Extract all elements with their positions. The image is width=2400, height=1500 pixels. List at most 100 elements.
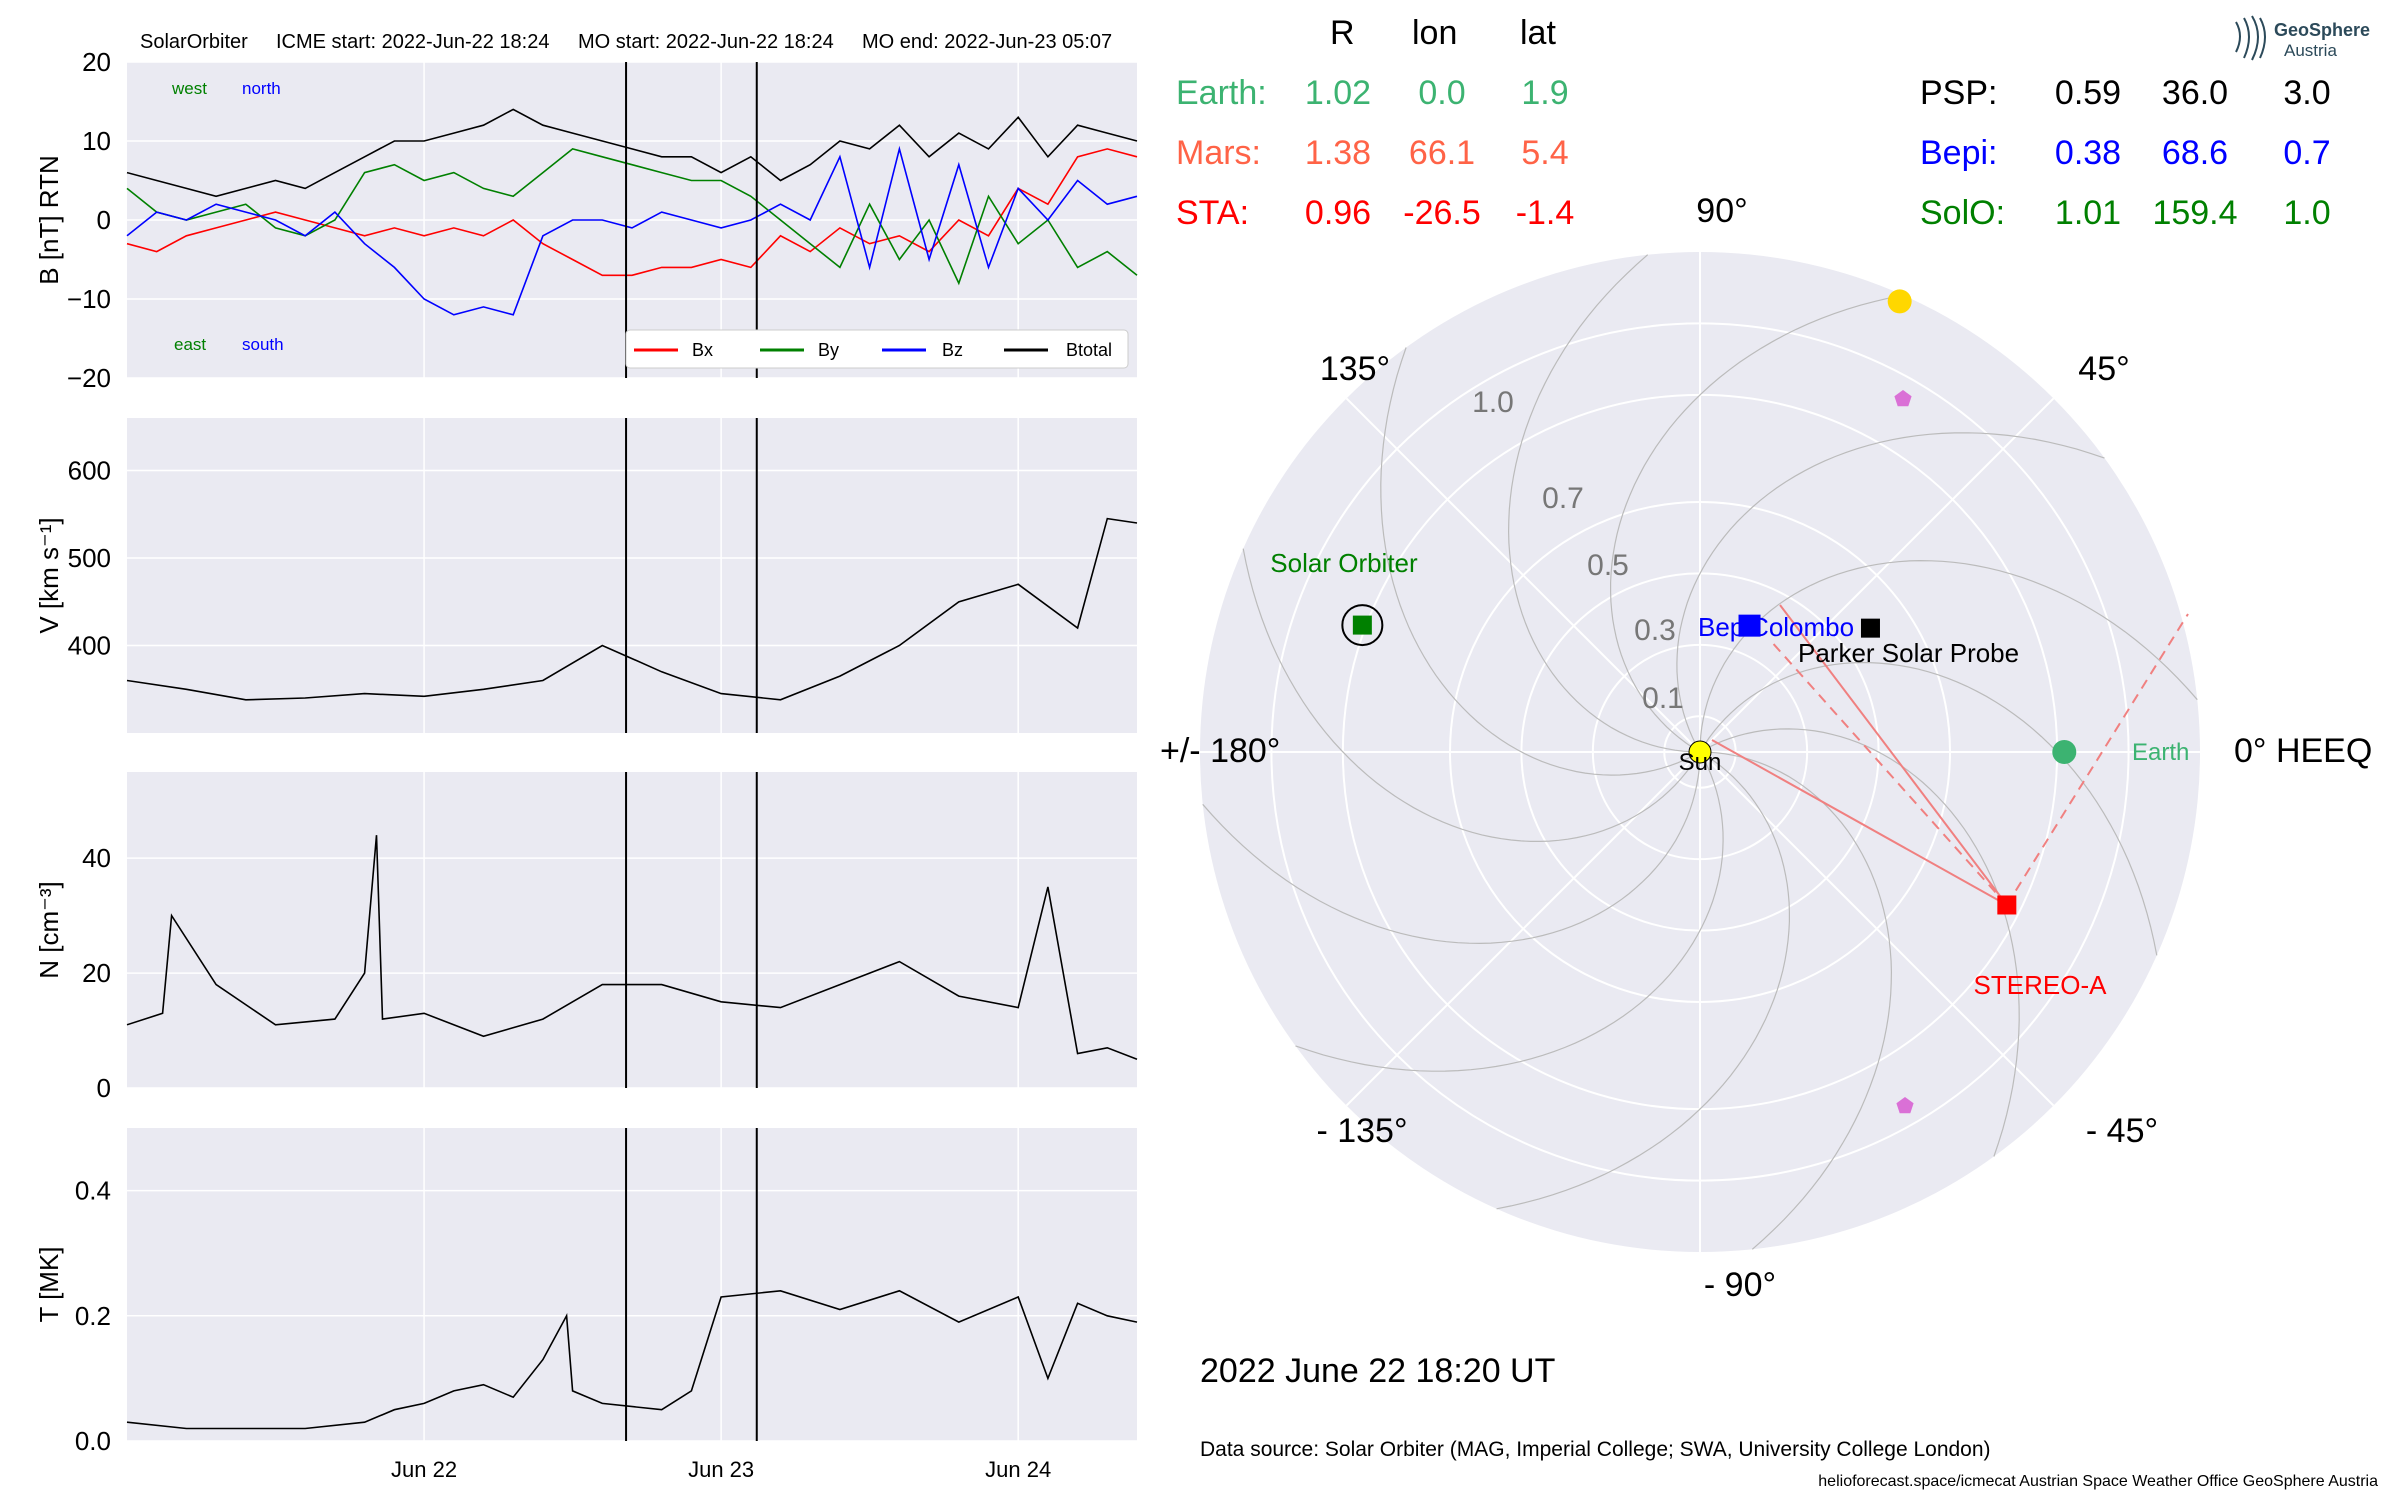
mo-start-label: MO start: 2022-Jun-22 18:24 [578, 31, 834, 53]
position-cell: 0.96 [1305, 194, 1371, 232]
y-axis-label: V [km s⁻¹] [34, 517, 64, 633]
y-tick-label: 0 [97, 1073, 111, 1103]
series-line [126, 835, 1138, 1061]
position-cell: PSP: [1920, 74, 1997, 112]
angle-label: +/- 180° [1160, 732, 1280, 770]
y-tick-label: 0.4 [75, 1176, 111, 1206]
series-line-bz [126, 145, 1138, 316]
position-cell: 3.0 [2283, 74, 2330, 112]
parker-spiral-line [1295, 751, 1724, 1072]
position-cell: -1.4 [1516, 194, 1575, 232]
marker-earth [2052, 740, 2077, 764]
parker-spiral-line [1496, 751, 1790, 1210]
panel-background [127, 1128, 1137, 1441]
marker-sun [1688, 740, 1712, 764]
data-source: Data source: Solar Orbiter (MAG, Imperia… [1200, 1438, 1991, 1461]
y-tick-label: 0 [97, 205, 111, 235]
radial-tick-label: 0.3 [1634, 614, 1676, 647]
position-cell: 1.9 [1521, 74, 1568, 112]
y-tick-label: 10 [82, 126, 111, 156]
label-earth: Earth [2132, 739, 2189, 766]
sta-fov-dashed-line [2005, 613, 2189, 906]
position-rows-left: Earth: 1.02 0.0 1.9 Mars: 1.38 66.1 5.4 STA: 0.96… [1176, 74, 1574, 232]
y-tick-label: 20 [82, 958, 111, 988]
position-cell: 1.01 [2055, 194, 2121, 232]
legend-bz: Bz [942, 340, 963, 360]
angular-grid-line [1699, 397, 2055, 753]
series-line-by [126, 148, 1138, 286]
geosphere-logo: GeoSphere Austria [2235, 15, 2370, 61]
logo-text-line1: GeoSphere [2274, 20, 2370, 40]
position-cell: SolO: [1920, 194, 2005, 232]
logo-mark-icon [2235, 15, 2266, 61]
angle-label: - 45° [2086, 1112, 2158, 1150]
angular-grid-line [1699, 751, 2055, 1107]
position-cell: Mars: [1176, 134, 1261, 172]
position-cell: STA: [1176, 194, 1249, 232]
label-parker-solar-probe: Parker Solar Probe [1798, 638, 2019, 668]
icme-start-label: ICME start: 2022-Jun-22 18:24 [276, 31, 549, 53]
label-stereo-a: STEREO-A [1974, 970, 2108, 1000]
series-line-bx [126, 148, 1138, 277]
panel-2: 40 20 0 N [cm⁻³] [34, 772, 1138, 1103]
spacecraft-label: SolarOrbiter [140, 31, 248, 53]
position-cell: 66.1 [1409, 134, 1475, 172]
angle-label: - 135° [1316, 1112, 1407, 1150]
position-cell: Earth: [1176, 74, 1267, 112]
b-legend: Bx By Bz Btotal [625, 329, 1129, 369]
polar-plot: 0.1 0.30.5 0.7 1.0 90° 45° 0° HEEQ - 45° - 90° - … [1160, 192, 2372, 1304]
y-axis-label: B [nT] RTN [34, 155, 64, 285]
y-tick-label: −10 [67, 284, 111, 314]
position-cell: -26.5 [1403, 194, 1481, 232]
y-tick-label: 600 [68, 456, 111, 486]
position-cell: 1.38 [1305, 134, 1371, 172]
angle-label: 135° [1320, 350, 1390, 388]
series-line [126, 517, 1138, 701]
marker-solar-orbiter [1352, 615, 1372, 635]
credits: helioforecast.space/icmecat Austrian Spa… [1818, 1473, 2378, 1490]
parker-spiral-line [1242, 548, 1701, 842]
position-cell: 5.4 [1521, 134, 1568, 172]
label-sun: Sun [1679, 749, 1722, 776]
annotation-north: north [242, 79, 281, 98]
legend-btotal: Btotal [1066, 340, 1112, 360]
panel-0: 20 10 0 −10 −20 B [nT] RTN [34, 47, 1138, 393]
position-cell: 36.0 [2162, 74, 2228, 112]
pentagon-marker-lower [1896, 1097, 1914, 1114]
parker-spiral-line [1380, 347, 1701, 776]
series-line-btotal [126, 108, 1138, 198]
panel-background [127, 418, 1137, 733]
position-cell: 159.4 [2152, 194, 2237, 232]
series-line [126, 1289, 1138, 1430]
parker-spiral-line [1610, 294, 1904, 753]
annotation-south: south [242, 335, 284, 354]
label-bepicolombo: BepiColombo [1698, 612, 1854, 642]
parker-spiral-line [1202, 751, 1701, 945]
y-tick-label: 0.0 [75, 1426, 111, 1456]
y-axis-label: N [cm⁻³] [34, 881, 64, 979]
angular-grid-line [1345, 751, 1701, 1107]
panel-3: 0.4 0.2 0.0 T [MK] Jun 22 Jun 23 Jun 24 [34, 1128, 1138, 1482]
y-tick-label: −20 [67, 363, 111, 393]
angle-label: 0° HEEQ [2234, 732, 2372, 770]
position-cell: 68.6 [2162, 134, 2228, 172]
angle-label: 45° [2078, 350, 2129, 388]
radial-tick-label: 0.7 [1542, 482, 1584, 515]
plot-date: 2022 June 22 18:20 UT [1200, 1352, 1555, 1390]
parker-spiral-line [1699, 728, 2020, 1157]
mo-end-label: MO end: 2022-Jun-23 05:07 [862, 31, 1112, 53]
legend-box [625, 329, 1129, 369]
position-table: R lon lat Earth: 1.02 0.0 1.9 Mars: 1.38 66.1 5… [1176, 14, 2331, 232]
pentagon-marker-upper [1894, 390, 1912, 407]
radial-tick-label: 0.5 [1587, 549, 1629, 582]
position-cell: 1.0 [2283, 194, 2330, 232]
sta-fov-line [1779, 604, 2008, 906]
y-tick-label: 400 [68, 631, 111, 661]
y-tick-label: 500 [68, 543, 111, 573]
parker-spiral-line [1699, 662, 2158, 956]
position-cell: 0.0 [1418, 74, 1465, 112]
